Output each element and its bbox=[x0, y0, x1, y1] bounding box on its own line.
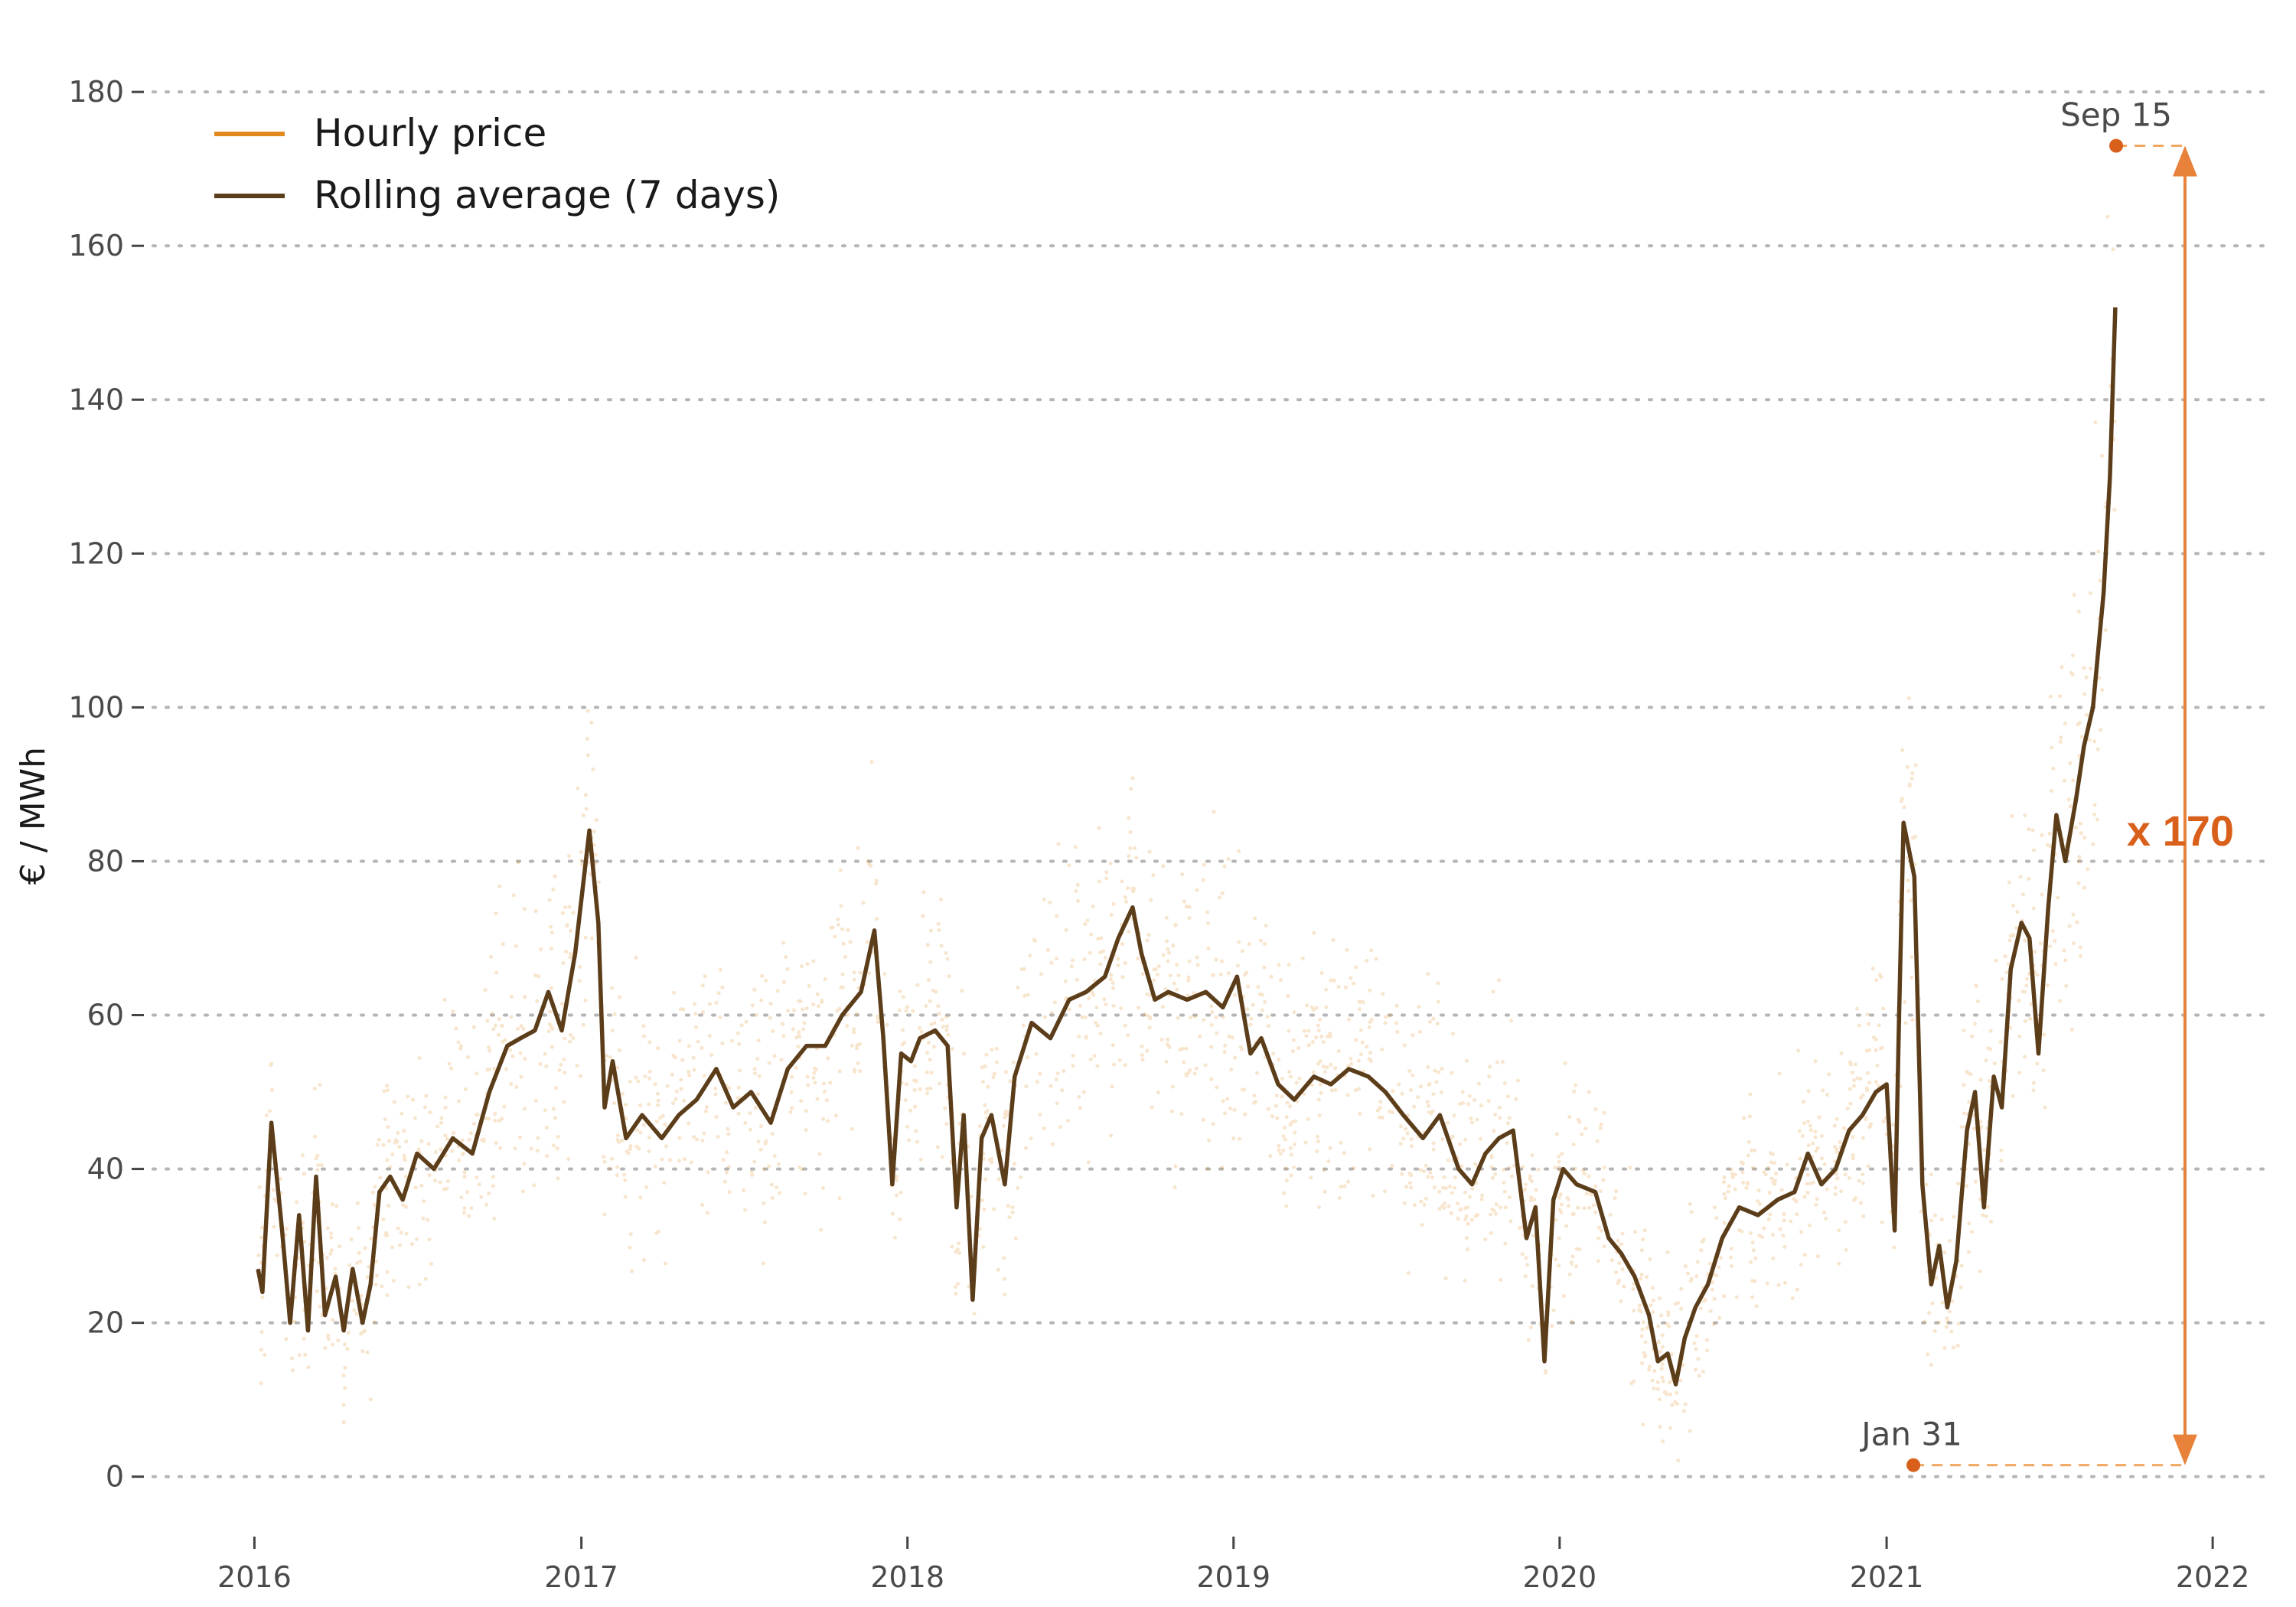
y-tick-label: 20 bbox=[87, 1306, 124, 1340]
y-tick-label: 180 bbox=[68, 75, 124, 109]
y-tick-label: 80 bbox=[87, 844, 124, 878]
hourly-price-scatter bbox=[256, 214, 2117, 1463]
y-tick-label: 0 bbox=[106, 1460, 124, 1494]
y-tick-label: 60 bbox=[87, 999, 124, 1032]
gridlines bbox=[152, 90, 2267, 1478]
y-tick-label: 140 bbox=[68, 383, 124, 416]
y-tick-label: 120 bbox=[68, 536, 124, 570]
ratio-label: x 170 bbox=[2127, 807, 2234, 855]
x-tick-label: 2022 bbox=[2176, 1560, 2250, 1594]
ratio-arrow-head-up bbox=[2172, 145, 2197, 177]
axes: 0 20 40 60 80 100 120 140 160 180 2016 2017 2018 2019… bbox=[68, 75, 2249, 1594]
annotations: Sep 15 Jan 31 x 170 bbox=[1859, 96, 2234, 1472]
y-tick-label: 40 bbox=[87, 1152, 124, 1186]
ratio-arrow-head-down bbox=[2172, 1434, 2197, 1465]
rolling-average-line bbox=[256, 307, 2118, 1387]
x-tick-label: 2018 bbox=[870, 1560, 944, 1594]
x-tick-label: 2021 bbox=[1850, 1560, 1924, 1594]
y-axis-title: € / MWh bbox=[14, 747, 53, 885]
hourly-price-points bbox=[256, 214, 2117, 1463]
sep15-label: Sep 15 bbox=[2060, 96, 2172, 134]
jan31-label: Jan 31 bbox=[1859, 1416, 1962, 1453]
x-tick-label: 2020 bbox=[1522, 1560, 1596, 1594]
x-tick-label: 2017 bbox=[544, 1560, 618, 1594]
y-tick-label: 160 bbox=[68, 229, 124, 262]
legend: Hourly price Rolling average (7 days) bbox=[214, 111, 780, 217]
rolling-average-layer bbox=[256, 307, 2118, 1387]
legend-label-rolling: Rolling average (7 days) bbox=[314, 173, 780, 217]
x-tick-label: 2019 bbox=[1196, 1560, 1270, 1594]
y-tick-label: 100 bbox=[68, 690, 124, 724]
sep15-marker bbox=[2109, 139, 2124, 153]
legend-label-hourly: Hourly price bbox=[314, 111, 546, 155]
x-tick-label: 2016 bbox=[217, 1560, 292, 1594]
jan31-marker bbox=[1906, 1458, 1921, 1472]
